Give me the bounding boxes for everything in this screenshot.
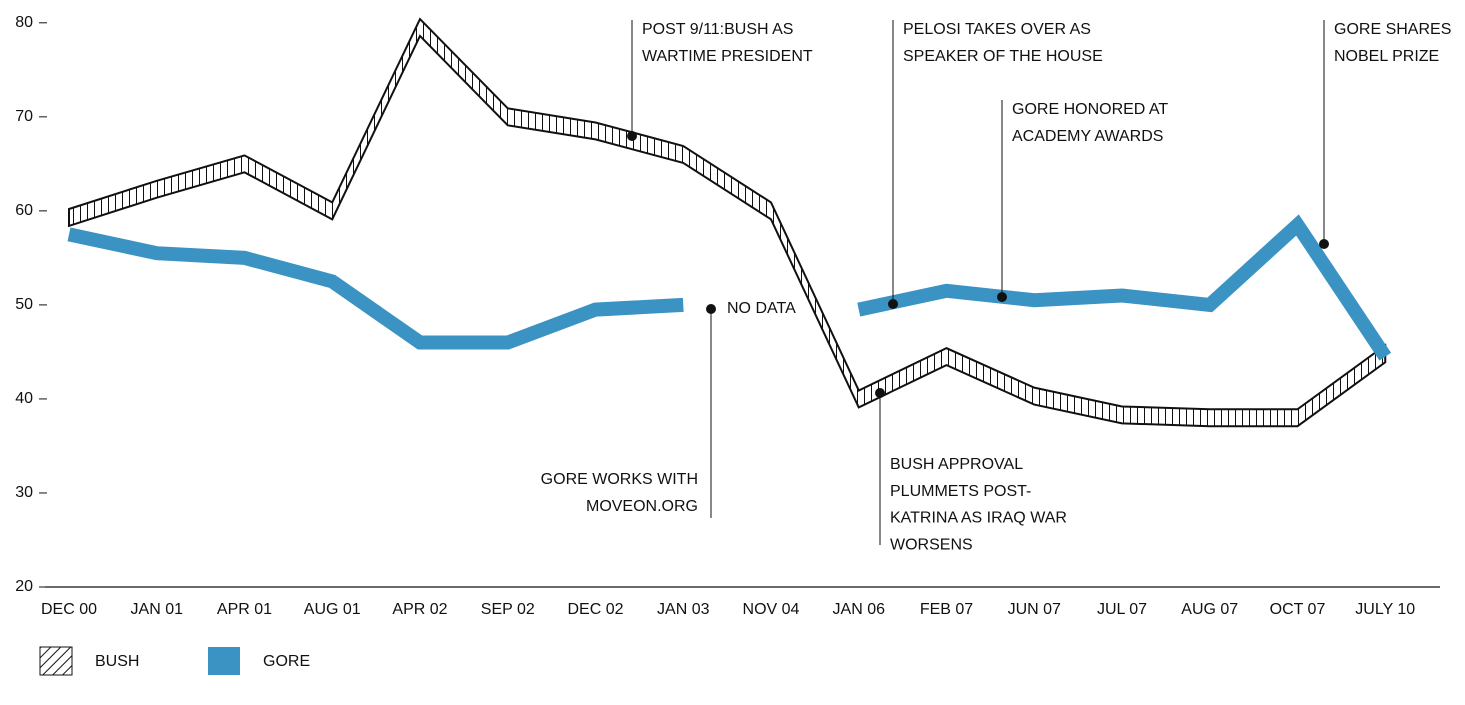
annotation-text: NOBEL PRIZE [1334,48,1439,65]
annotation-text: PLUMMETS POST- [890,483,1031,500]
annotation-text: GORE WORKS WITH [541,471,698,488]
x-tick-label: JAN 01 [131,601,184,618]
annotation-dot [627,131,637,141]
x-tick-label: APR 02 [392,601,447,618]
x-tick-label: DEC 00 [41,601,97,618]
annotation-text: WORSENS [890,536,973,553]
annotation-text: WARTIME PRESIDENT [642,48,813,65]
x-tick-label: OCT 07 [1270,601,1326,618]
annotation-text: KATRINA AS IRAQ WAR [890,510,1067,527]
x-tick-label: JAN 03 [657,601,710,618]
x-tick-label: AUG 07 [1181,601,1238,618]
y-tick-label: 80 [15,14,33,31]
annotation-dot [997,292,1007,302]
legend-label: BUSH [95,653,139,670]
gore-line [67,214,1392,361]
x-tick-label: AUG 01 [304,601,361,618]
x-tick-label: JAN 06 [833,601,886,618]
y-tick-label: 20 [15,578,33,595]
annotation-dot [875,388,885,398]
x-tick-label: APR 01 [217,601,272,618]
y-tick-label: 70 [15,108,33,125]
x-tick-label: DEC 02 [567,601,623,618]
annotation-text: GORE SHARES [1334,21,1451,38]
y-tick-label: 30 [15,484,33,501]
annotation-text: POST 9/11:BUSH AS [642,21,793,38]
x-tick-label: FEB 07 [920,601,973,618]
x-tick-label: NOV 04 [743,601,800,618]
y-tick-label: 40 [15,390,33,407]
annotation-text: SPEAKER OF THE HOUSE [903,48,1103,65]
annotation-text: NO DATA [727,300,796,317]
annotation-dot [888,299,898,309]
legend-swatch [39,646,73,676]
x-tick-label: JULY 10 [1355,601,1415,618]
y-tick-label: 50 [15,296,33,313]
legend-label: GORE [263,653,310,670]
x-tick-label: JUL 07 [1097,601,1147,618]
x-tick-label: JUN 07 [1008,601,1061,618]
x-tick-label: SEP 02 [481,601,535,618]
annotation-text: MOVEON.ORG [586,498,698,515]
annotation-text: PELOSI TAKES OVER AS [903,21,1091,38]
legend-swatch [208,647,240,675]
annotation-text: BUSH APPROVAL [890,456,1023,473]
annotation-text: GORE HONORED AT [1012,101,1168,118]
y-tick-label: 60 [15,202,33,219]
annotation-dot [1319,239,1329,249]
bush-band [68,17,1387,428]
annotation-text: ACADEMY AWARDS [1012,128,1163,145]
